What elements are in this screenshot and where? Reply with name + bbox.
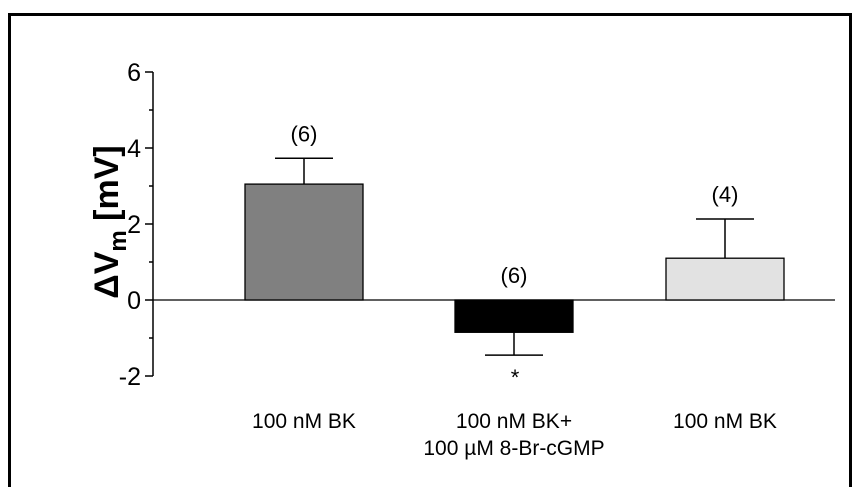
n-label-1: (6): [291, 121, 318, 146]
n-label-2: (6): [501, 263, 528, 288]
y-tick-label: 6: [127, 59, 141, 87]
significance-marker-2: *: [511, 365, 520, 390]
y-axis-label-main: ΔV: [88, 251, 126, 298]
y-axis-label-subscript: m: [105, 230, 132, 251]
category-label-2-line-1: 100 nM BK+: [456, 410, 572, 433]
labels: (6) 100 nM BK (6) * 100 nM BK+ 100 µM 8-Br-cG…: [252, 121, 777, 460]
category-label-3-line-1: 100 nM BK: [673, 410, 777, 433]
y-tick-label: 4: [127, 135, 141, 163]
bar-2: [454, 299, 574, 333]
y-tick-label: 2: [127, 211, 141, 239]
category-label-1-line-1: 100 nM BK: [252, 410, 356, 433]
category-label-2-line-2: 100 µM 8-Br-cGMP: [423, 437, 604, 460]
figure-frame: [8, 13, 852, 487]
bars: [244, 157, 785, 356]
y-axis-label-unit: [mV]: [88, 145, 126, 221]
bar-1: [244, 183, 364, 301]
n-label-3: (4): [712, 182, 739, 207]
y-axis: -2 0 2 4 6: [119, 59, 154, 391]
y-tick-label: -2: [119, 363, 141, 391]
bar-3: [665, 257, 785, 301]
y-axis-label: ΔVm [mV]: [88, 145, 132, 298]
y-tick-label: 0: [127, 287, 141, 315]
